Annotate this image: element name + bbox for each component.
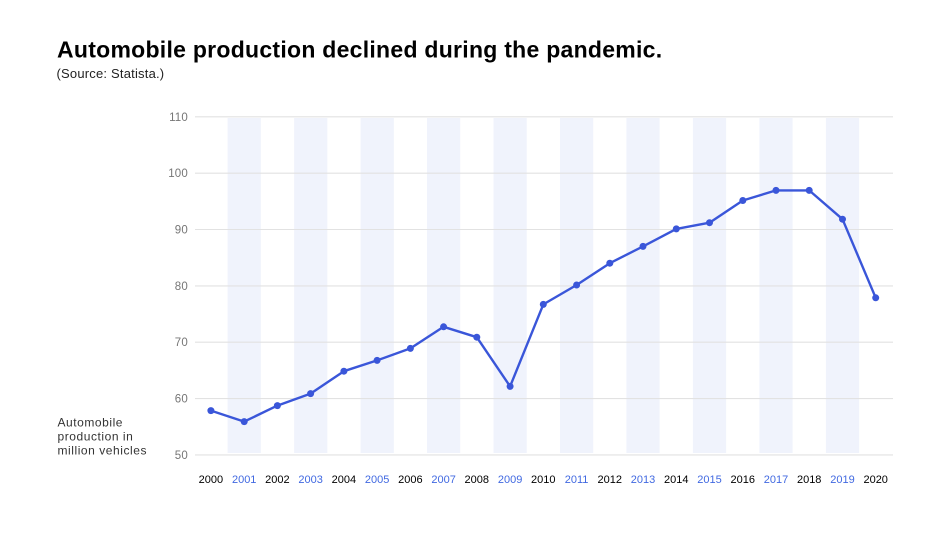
- svg-text:2020: 2020: [863, 474, 887, 486]
- svg-text:production in: production in: [58, 430, 134, 444]
- svg-text:2002: 2002: [265, 474, 289, 486]
- svg-text:2007: 2007: [431, 474, 455, 486]
- svg-text:Automobile: Automobile: [58, 415, 124, 429]
- svg-text:2014: 2014: [664, 474, 688, 486]
- svg-text:Automobile production declined: Automobile production declined during th…: [57, 37, 662, 63]
- svg-text:2016: 2016: [731, 474, 755, 486]
- svg-text:2019: 2019: [830, 474, 854, 486]
- svg-text:2017: 2017: [764, 474, 788, 486]
- svg-text:2011: 2011: [565, 474, 589, 486]
- svg-text:2010: 2010: [531, 474, 555, 486]
- svg-text:2015: 2015: [697, 474, 721, 486]
- svg-text:110: 110: [169, 112, 188, 124]
- svg-text:2004: 2004: [332, 474, 356, 486]
- svg-text:60: 60: [175, 394, 188, 406]
- svg-text:2000: 2000: [199, 474, 223, 486]
- svg-text:(Source: Statista.): (Source: Statista.): [57, 66, 165, 81]
- svg-text:2008: 2008: [465, 474, 489, 486]
- svg-text:50: 50: [175, 450, 188, 462]
- svg-text:2001: 2001: [232, 474, 256, 486]
- svg-text:90: 90: [175, 225, 188, 237]
- svg-text:2012: 2012: [598, 474, 622, 486]
- svg-text:2006: 2006: [398, 474, 422, 486]
- svg-text:2013: 2013: [631, 474, 655, 486]
- svg-text:2018: 2018: [797, 474, 821, 486]
- svg-text:million vehicles: million vehicles: [58, 444, 148, 458]
- svg-text:2009: 2009: [498, 474, 522, 486]
- svg-text:2003: 2003: [298, 474, 322, 486]
- svg-text:2005: 2005: [365, 474, 389, 486]
- svg-text:80: 80: [175, 281, 188, 293]
- svg-text:70: 70: [175, 337, 188, 349]
- svg-text:100: 100: [168, 168, 188, 180]
